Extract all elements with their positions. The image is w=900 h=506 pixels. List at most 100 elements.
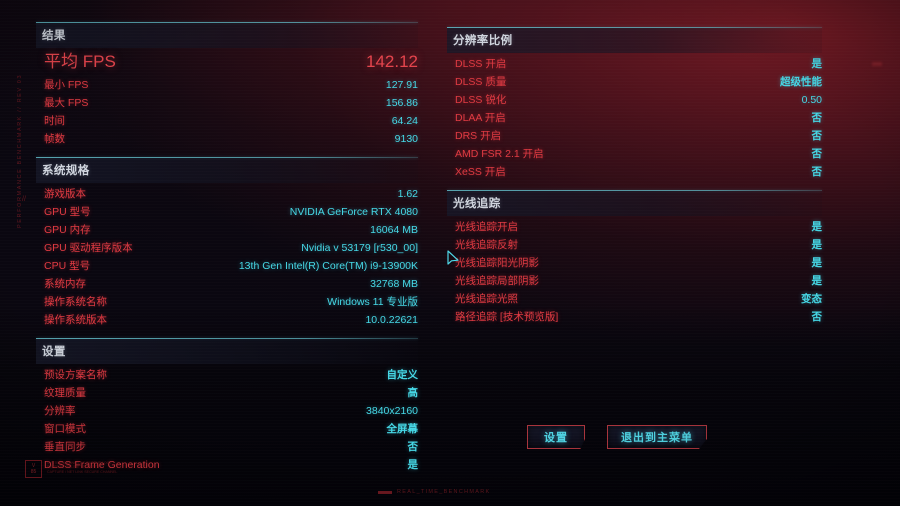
section-settings: 设置 预设方案名称 自定义 纹理质量 高 分辨率 3840x2160 窗口模式 … [36, 338, 418, 474]
row-value: 否 [811, 148, 823, 160]
row-label: DLSS 开启 [455, 58, 507, 70]
row-value: 否 [407, 441, 419, 453]
row-label: 平均 FPS [44, 52, 116, 71]
row-value: 是 [811, 257, 823, 269]
section-rows-results: 平均 FPS 142.12 最小 FPS 127.91 最大 FPS 156.8… [36, 48, 418, 148]
table-row: 时间 64.24 [36, 112, 418, 130]
row-label: 操作系统版本 [44, 314, 107, 326]
section-title-ray-tracing: 光线追踪 [447, 191, 822, 216]
left-column: 结果 平均 FPS 142.12 最小 FPS 127.91 最大 FPS 15… [36, 22, 418, 483]
row-label: 窗口模式 [44, 423, 86, 435]
section-title-settings: 设置 [36, 339, 418, 364]
row-label: DLSS 质量 [455, 76, 507, 88]
table-row: 最小 FPS 127.91 [36, 76, 418, 94]
table-row: DLSS 锐化 0.50 [447, 91, 822, 109]
section-title-system-specs: 系统规格 [36, 158, 418, 183]
exit-to-main-menu-button[interactable]: 退出到主菜单 [607, 425, 707, 449]
decorative-speck [872, 62, 882, 66]
row-label: 光线追踪反射 [455, 239, 518, 251]
table-row: 路径追踪 [技术预览版] 否 [447, 308, 822, 326]
row-value: 9130 [394, 133, 418, 145]
footer-dash [378, 490, 392, 494]
badge-box: V 85 [25, 460, 42, 478]
row-value: Windows 11 专业版 [327, 296, 418, 308]
edge-vertical-text: PERFORMANCE BENCHMARK // REV 03 [17, 73, 23, 228]
row-label: GPU 驱动程序版本 [44, 242, 133, 254]
table-row: XeSS 开启 否 [447, 163, 822, 181]
action-buttons: 设置 退出到主菜单 [527, 425, 707, 449]
table-row: GPU 型号 NVIDIA GeForce RTX 4080 [36, 203, 418, 221]
settings-button[interactable]: 设置 [527, 425, 585, 449]
badge-fine-print: SYSTEM DIAGNOSTIC OUTPUT LOG / RENDER PI… [47, 461, 118, 474]
section-rows-settings: 预设方案名称 自定义 纹理质量 高 分辨率 3840x2160 窗口模式 全屏幕… [36, 364, 418, 474]
table-row: 光线追踪阳光阴影 是 [447, 254, 822, 272]
row-value: 0.50 [801, 94, 822, 106]
table-row: 光线追踪反射 是 [447, 236, 822, 254]
row-label: 最小 FPS [44, 79, 89, 91]
row-value: 是 [811, 239, 823, 251]
row-value: 否 [811, 311, 823, 323]
row-label: 帧数 [44, 133, 65, 145]
badge-number: 85 [30, 469, 37, 475]
table-row: DLSS 质量 超级性能 [447, 73, 822, 91]
row-average-fps: 平均 FPS 142.12 [36, 50, 418, 76]
row-value: 142.12 [366, 52, 418, 71]
section-rows-resolution-scaling: DLSS 开启 是 DLSS 质量 超级性能 DLSS 锐化 0.50 DLAA… [447, 53, 822, 181]
row-label: CPU 型号 [44, 260, 91, 272]
table-row: 光线追踪光照 变态 [447, 290, 822, 308]
row-label: GPU 内存 [44, 224, 91, 236]
table-row: 光线追踪开启 是 [447, 218, 822, 236]
table-row: 操作系统名称 Windows 11 专业版 [36, 293, 418, 311]
row-value: 否 [811, 130, 823, 142]
table-row: DLAA 开启 否 [447, 109, 822, 127]
row-label: 分辨率 [44, 405, 76, 417]
row-value: 是 [811, 221, 823, 233]
row-label: 操作系统名称 [44, 296, 107, 308]
table-row: CPU 型号 13th Gen Intel(R) Core(TM) i9-139… [36, 257, 418, 275]
table-row: 操作系统版本 10.0.22621 [36, 311, 418, 329]
footer-text: REAL_TIME_BENCHMARK [397, 489, 491, 495]
row-value: 156.86 [385, 97, 418, 109]
table-row: 游戏版本 1.62 [36, 185, 418, 203]
row-label: 路径追踪 [技术预览版] [455, 311, 559, 323]
table-row: 系统内存 32768 MB [36, 275, 418, 293]
row-value: 全屏幕 [386, 423, 419, 435]
row-value: 否 [811, 166, 823, 178]
row-label: 游戏版本 [44, 188, 86, 200]
table-row: 光线追踪局部阴影 是 [447, 272, 822, 290]
row-label: 最大 FPS [44, 97, 89, 109]
row-label: 光线追踪开启 [455, 221, 518, 233]
row-value: Nvidia v 53179 [r530_00] [301, 242, 418, 254]
row-label: DLAA 开启 [455, 112, 506, 124]
row-label: 光线追踪光照 [455, 293, 518, 305]
row-value: 10.0.22621 [365, 314, 418, 326]
section-title-results: 结果 [36, 23, 418, 48]
section-rows-ray-tracing: 光线追踪开启 是 光线追踪反射 是 光线追踪阳光阴影 是 光线追踪局部阴影 是 … [447, 216, 822, 326]
row-value: 3840x2160 [366, 405, 418, 417]
row-label: AMD FSR 2.1 开启 [455, 148, 544, 160]
table-row: GPU 驱动程序版本 Nvidia v 53179 [r530_00] [36, 239, 418, 257]
section-results: 结果 平均 FPS 142.12 最小 FPS 127.91 最大 FPS 15… [36, 22, 418, 148]
table-row: DLSS 开启 是 [447, 55, 822, 73]
row-value: 32768 MB [370, 278, 418, 290]
table-row: 帧数 9130 [36, 130, 418, 148]
row-label: DLSS 锐化 [455, 94, 507, 106]
row-value: 否 [811, 112, 823, 124]
row-value: 超级性能 [780, 76, 822, 88]
right-column: 分辨率比例 DLSS 开启 是 DLSS 质量 超级性能 DLSS 锐化 0.5… [447, 27, 822, 335]
section-title-resolution-scaling: 分辨率比例 [447, 28, 822, 53]
table-row: DRS 开启 否 [447, 127, 822, 145]
row-label: GPU 型号 [44, 206, 91, 218]
row-label: 纹理质量 [44, 387, 86, 399]
table-row: 纹理质量 高 [36, 384, 418, 402]
row-label: 光线追踪阳光阴影 [455, 257, 539, 269]
section-resolution-scaling: 分辨率比例 DLSS 开启 是 DLSS 质量 超级性能 DLSS 锐化 0.5… [447, 27, 822, 181]
table-row: 分辨率 3840x2160 [36, 402, 418, 420]
table-row: 最大 FPS 156.86 [36, 94, 418, 112]
row-label: 系统内存 [44, 278, 86, 290]
row-value: 13th Gen Intel(R) Core(TM) i9-13900K [238, 260, 418, 272]
row-value: 64.24 [391, 115, 418, 127]
table-row: 窗口模式 全屏幕 [36, 420, 418, 438]
row-value: 1.62 [397, 188, 418, 200]
table-row: AMD FSR 2.1 开启 否 [447, 145, 822, 163]
